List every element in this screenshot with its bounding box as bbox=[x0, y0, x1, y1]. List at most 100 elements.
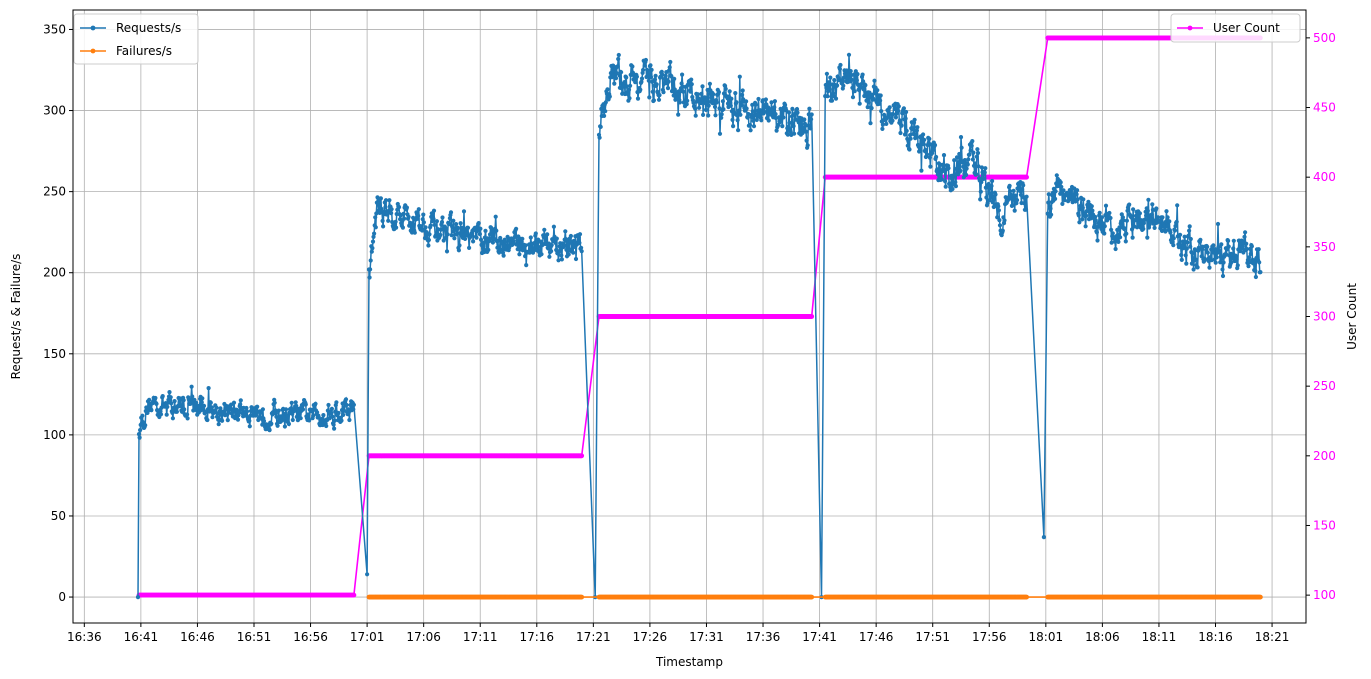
requests-point bbox=[239, 398, 243, 402]
requests-point bbox=[1215, 255, 1219, 259]
requests-point bbox=[619, 70, 623, 74]
requests-point bbox=[402, 217, 406, 221]
requests-point bbox=[529, 235, 533, 239]
requests-point bbox=[835, 83, 839, 87]
requests-point bbox=[1164, 209, 1168, 213]
requests-point bbox=[136, 595, 140, 599]
requests-point bbox=[332, 427, 336, 431]
requests-point bbox=[996, 204, 1000, 208]
requests-point bbox=[905, 129, 909, 133]
requests-point bbox=[520, 237, 524, 241]
requests-point bbox=[1160, 215, 1164, 219]
requests-point bbox=[989, 184, 993, 188]
requests-point bbox=[562, 244, 566, 248]
requests-point bbox=[715, 100, 719, 104]
requests-point bbox=[140, 414, 144, 418]
requests-point bbox=[828, 76, 832, 80]
requests-point bbox=[720, 112, 724, 116]
requests-point bbox=[960, 146, 964, 150]
requests-point bbox=[990, 179, 994, 183]
requests-point bbox=[1184, 253, 1188, 257]
requests-point bbox=[344, 397, 348, 401]
requests-point bbox=[1253, 269, 1257, 273]
requests-point bbox=[1254, 275, 1258, 279]
requests-point bbox=[965, 167, 969, 171]
requests-point bbox=[904, 117, 908, 121]
requests-point bbox=[804, 130, 808, 134]
requests-point bbox=[694, 114, 698, 118]
requests-point bbox=[752, 124, 756, 128]
requests-point bbox=[1198, 238, 1202, 242]
requests-point bbox=[209, 401, 213, 405]
requests-point bbox=[401, 226, 405, 230]
requests-point bbox=[635, 75, 639, 79]
requests-point bbox=[1188, 245, 1192, 249]
requests-point bbox=[807, 107, 811, 111]
requests-point bbox=[290, 401, 294, 405]
requests-point bbox=[1118, 235, 1122, 239]
requests-point bbox=[161, 394, 165, 398]
requests-point bbox=[748, 123, 752, 127]
requests-point bbox=[630, 64, 634, 68]
requests-point bbox=[567, 252, 571, 256]
requests-point bbox=[154, 402, 158, 406]
requests-point bbox=[1021, 183, 1025, 187]
requests-point bbox=[970, 139, 974, 143]
requests-point bbox=[1001, 229, 1005, 233]
requests-point bbox=[933, 143, 937, 147]
requests-point bbox=[880, 127, 884, 131]
requests-point bbox=[855, 78, 859, 82]
requests-point bbox=[902, 106, 906, 110]
requests-point bbox=[390, 207, 394, 211]
requests-point bbox=[1189, 237, 1193, 241]
requests-point bbox=[549, 249, 553, 253]
requests-point bbox=[1194, 258, 1198, 262]
requests-point bbox=[471, 239, 475, 243]
requests-point bbox=[1093, 215, 1097, 219]
requests-point bbox=[1141, 227, 1145, 231]
requests-point bbox=[792, 124, 796, 128]
requests-point bbox=[1175, 220, 1179, 224]
requests-point bbox=[478, 227, 482, 231]
requests-point bbox=[872, 79, 876, 83]
requests-point bbox=[341, 413, 345, 417]
requests-point bbox=[463, 237, 467, 241]
requests-point bbox=[337, 411, 341, 415]
requests-point bbox=[888, 105, 892, 109]
requests-point bbox=[1145, 236, 1149, 240]
requests-point bbox=[330, 415, 334, 419]
requests-point bbox=[622, 80, 626, 84]
requests-point bbox=[1125, 219, 1129, 223]
requests-point bbox=[713, 105, 717, 109]
requests-point bbox=[903, 132, 907, 136]
requests-point bbox=[205, 418, 209, 422]
requests-point bbox=[713, 113, 717, 117]
requests-point bbox=[1108, 216, 1112, 220]
requests-point bbox=[624, 75, 628, 79]
requests-point bbox=[580, 249, 584, 253]
requests-point bbox=[389, 211, 393, 215]
requests-point bbox=[459, 221, 463, 225]
requests-point bbox=[332, 423, 336, 427]
requests-point bbox=[324, 424, 328, 428]
requests-point bbox=[1095, 238, 1099, 242]
requests-point bbox=[754, 103, 758, 107]
requests-point bbox=[307, 418, 311, 422]
requests-point bbox=[413, 231, 417, 235]
requests-point bbox=[979, 190, 983, 194]
requests-point bbox=[858, 102, 862, 106]
requests-point bbox=[685, 99, 689, 103]
requests-point bbox=[1246, 264, 1250, 268]
requests-point bbox=[1081, 206, 1085, 210]
requests-point bbox=[975, 155, 979, 159]
requests-point bbox=[202, 404, 206, 408]
requests-point bbox=[147, 398, 151, 402]
requests-point bbox=[1024, 208, 1028, 212]
user-count-point bbox=[579, 453, 584, 458]
requests-point bbox=[1144, 214, 1148, 218]
requests-point bbox=[1127, 203, 1131, 207]
requests-point bbox=[964, 173, 968, 177]
requests-point bbox=[653, 77, 657, 81]
requests-point bbox=[1123, 226, 1127, 230]
requests-point bbox=[1206, 251, 1210, 255]
